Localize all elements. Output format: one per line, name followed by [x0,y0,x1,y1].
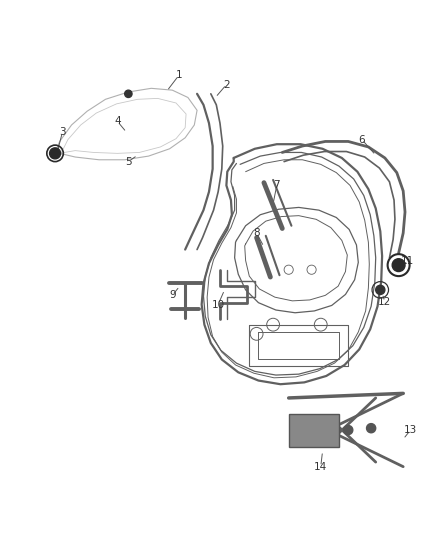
Text: 8: 8 [253,228,260,238]
Text: 14: 14 [314,462,327,472]
Text: 13: 13 [404,425,417,435]
Text: 9: 9 [169,290,176,301]
Text: 1: 1 [176,70,182,80]
Text: 6: 6 [359,135,365,144]
Text: 7: 7 [273,181,280,190]
Bar [289,414,339,447]
Circle shape [125,90,132,98]
Circle shape [49,148,60,159]
Text: 5: 5 [125,157,132,167]
Circle shape [376,285,385,294]
Text: 3: 3 [59,127,66,138]
Circle shape [392,259,405,271]
Text: 11: 11 [401,255,414,265]
Circle shape [367,424,376,433]
Text: 10: 10 [212,300,225,310]
Text: 12: 12 [378,297,392,307]
Text: 2: 2 [223,79,230,90]
Bar [289,414,339,447]
Text: 4: 4 [114,116,121,126]
Circle shape [344,425,353,434]
